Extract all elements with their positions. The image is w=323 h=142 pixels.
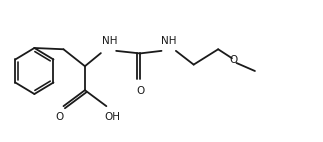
Text: NH: NH (102, 36, 117, 46)
Text: OH: OH (104, 112, 120, 122)
Text: NH: NH (162, 36, 177, 46)
Text: O: O (229, 55, 238, 65)
Text: O: O (56, 112, 64, 122)
Text: O: O (136, 86, 144, 96)
